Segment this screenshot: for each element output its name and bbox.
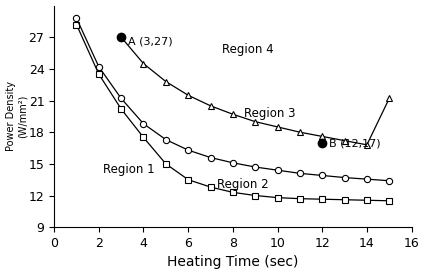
Text: Region 1: Region 1	[103, 163, 155, 176]
Text: Region 2: Region 2	[217, 178, 269, 191]
Y-axis label: Power Density
(W/mm²): Power Density (W/mm²)	[6, 81, 27, 151]
X-axis label: Heating Time (sec): Heating Time (sec)	[167, 255, 298, 270]
Text: Region 3: Region 3	[244, 107, 295, 120]
Text: Region 4: Region 4	[222, 43, 273, 56]
Text: B (12,17): B (12,17)	[329, 139, 380, 149]
Text: A (3,27): A (3,27)	[128, 36, 173, 46]
